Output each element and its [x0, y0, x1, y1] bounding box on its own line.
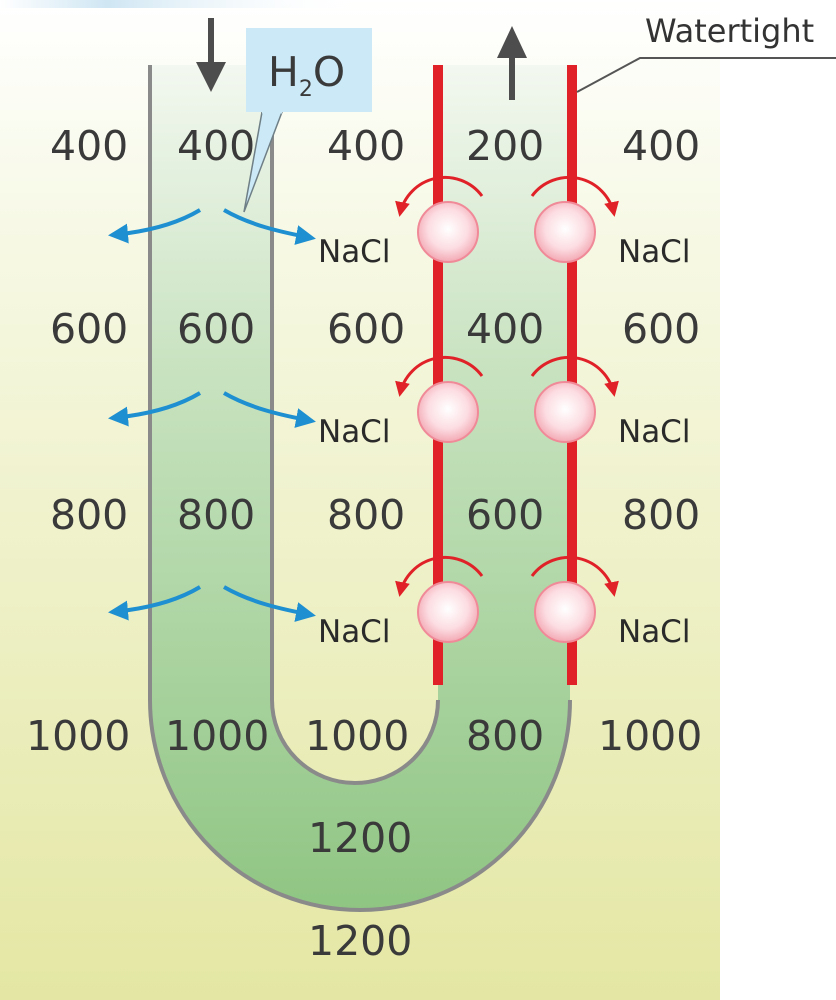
osmolarity-middle-1000: 1000 [305, 712, 409, 760]
water-callout-box [246, 28, 372, 112]
nacl-pump-outer-3 [530, 555, 619, 643]
osmolarity-interstitial-right-800: 800 [622, 491, 700, 539]
nacl-label-inner-3: NaCl [318, 614, 390, 650]
water-label-suffix: O [313, 48, 345, 96]
osmolarity-middle-400: 400 [327, 122, 405, 170]
osmolarity-loop-tip-1200: 1200 [308, 814, 412, 862]
osmolarity-ascending-400: 400 [466, 305, 544, 353]
osmolarity-middle-600: 600 [327, 305, 405, 353]
nacl-pump-outer-2 [530, 355, 619, 443]
osmolarity-ascending-800: 800 [466, 712, 544, 760]
nacl-pump-inner-2 [395, 355, 484, 443]
nacl-pump-inner-1 [395, 175, 484, 263]
osmolarity-descending-400: 400 [177, 122, 255, 170]
water-arrows-level-3 [108, 585, 316, 622]
nacl-label-outer-3: NaCl [618, 614, 690, 650]
watertight-wall-outer [567, 65, 577, 685]
osmolarity-interstitial-right-1000: 1000 [598, 712, 702, 760]
loop-outer-wall [148, 65, 572, 912]
loop-inner-wall [270, 65, 440, 785]
nacl-label-inner-1: NaCl [318, 234, 390, 270]
water-arrows-level-2 [108, 391, 316, 428]
nacl-label-outer-1: NaCl [618, 234, 690, 270]
osmolarity-middle-800: 800 [327, 491, 405, 539]
water-label-main: H [268, 48, 299, 96]
watertight-wall-inner [433, 65, 443, 685]
water-callout: H2O [243, 28, 372, 213]
osmolarity-interstitial-left-400: 400 [50, 122, 128, 170]
nacl-pump-outer-1 [530, 175, 619, 263]
water-arrows-level-1 [108, 208, 316, 245]
nacl-label-outer-2: NaCl [618, 414, 690, 450]
osmolarity-interstitial-right-400: 400 [622, 122, 700, 170]
osmolarity-interstitial-left-600: 600 [50, 305, 128, 353]
osmolarity-descending-800: 800 [177, 491, 255, 539]
top-highlight-strip [0, 0, 360, 8]
water-label-subscript: 2 [299, 77, 313, 102]
osmolarity-interstitial-right-600: 600 [622, 305, 700, 353]
nacl-pump-inner-3 [395, 555, 484, 643]
inflow-arrow-down [196, 18, 226, 92]
loop-tube [150, 65, 570, 910]
osmolarity-descending-600: 600 [177, 305, 255, 353]
osmolarity-interstitial-left-1000: 1000 [26, 712, 130, 760]
svg-text:H2O: H2O [268, 48, 345, 102]
osmolarity-descending-1000: 1000 [165, 712, 269, 760]
watertight-label: Watertight [645, 12, 814, 50]
osmolarity-interstitial-bottom-1200: 1200 [308, 917, 412, 965]
osmolarity-ascending-600: 600 [466, 491, 544, 539]
nacl-label-inner-2: NaCl [318, 414, 390, 450]
watertight-leader-line [576, 57, 836, 93]
osmolarity-interstitial-left-800: 800 [50, 491, 128, 539]
outflow-arrow-up [497, 26, 527, 100]
osmolarity-ascending-200: 200 [466, 122, 544, 170]
